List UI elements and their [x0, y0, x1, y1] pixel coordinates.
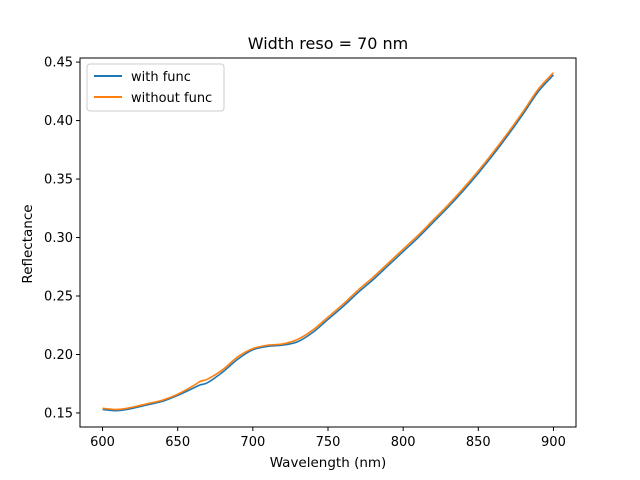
x-tick-label: 750: [316, 435, 341, 450]
y-tick-label: 0.15: [44, 406, 73, 421]
y-tick-label: 0.40: [44, 114, 73, 129]
y-axis-label: Reflectance: [20, 204, 36, 283]
y-tick-label: 0.20: [44, 348, 73, 363]
plot-frame: [79, 57, 577, 428]
x-axis-label: Wavelength (nm): [270, 455, 387, 471]
y-tick-label: 0.35: [44, 173, 73, 188]
y-axis: 0.15 0.20 0.25 0.30 0.35 0.40 0.45: [44, 56, 80, 421]
y-tick-label: 0.30: [44, 231, 73, 246]
x-tick-label: 900: [541, 435, 566, 450]
x-tick-label: 800: [391, 435, 416, 450]
series-line-with-func: [102, 74, 555, 412]
x-tick-label: 850: [466, 435, 491, 450]
chart-title: Width reso = 70 nm: [248, 34, 409, 53]
y-tick-label: 0.45: [44, 56, 73, 71]
x-tick-label: 700: [240, 435, 265, 450]
series-layer: [102, 72, 555, 412]
y-tick-label: 0.25: [44, 290, 73, 305]
x-tick-label: 650: [165, 435, 190, 450]
plot-area: [79, 57, 577, 428]
series-line-without-func: [102, 72, 555, 411]
x-axis: 600 650 700 750 800 850 900: [90, 427, 566, 450]
legend-label-without-func: without func: [131, 91, 212, 106]
x-tick-label: 600: [90, 435, 115, 450]
legend: with func without func: [86, 63, 225, 112]
legend-label-with-func: with func: [131, 70, 191, 85]
